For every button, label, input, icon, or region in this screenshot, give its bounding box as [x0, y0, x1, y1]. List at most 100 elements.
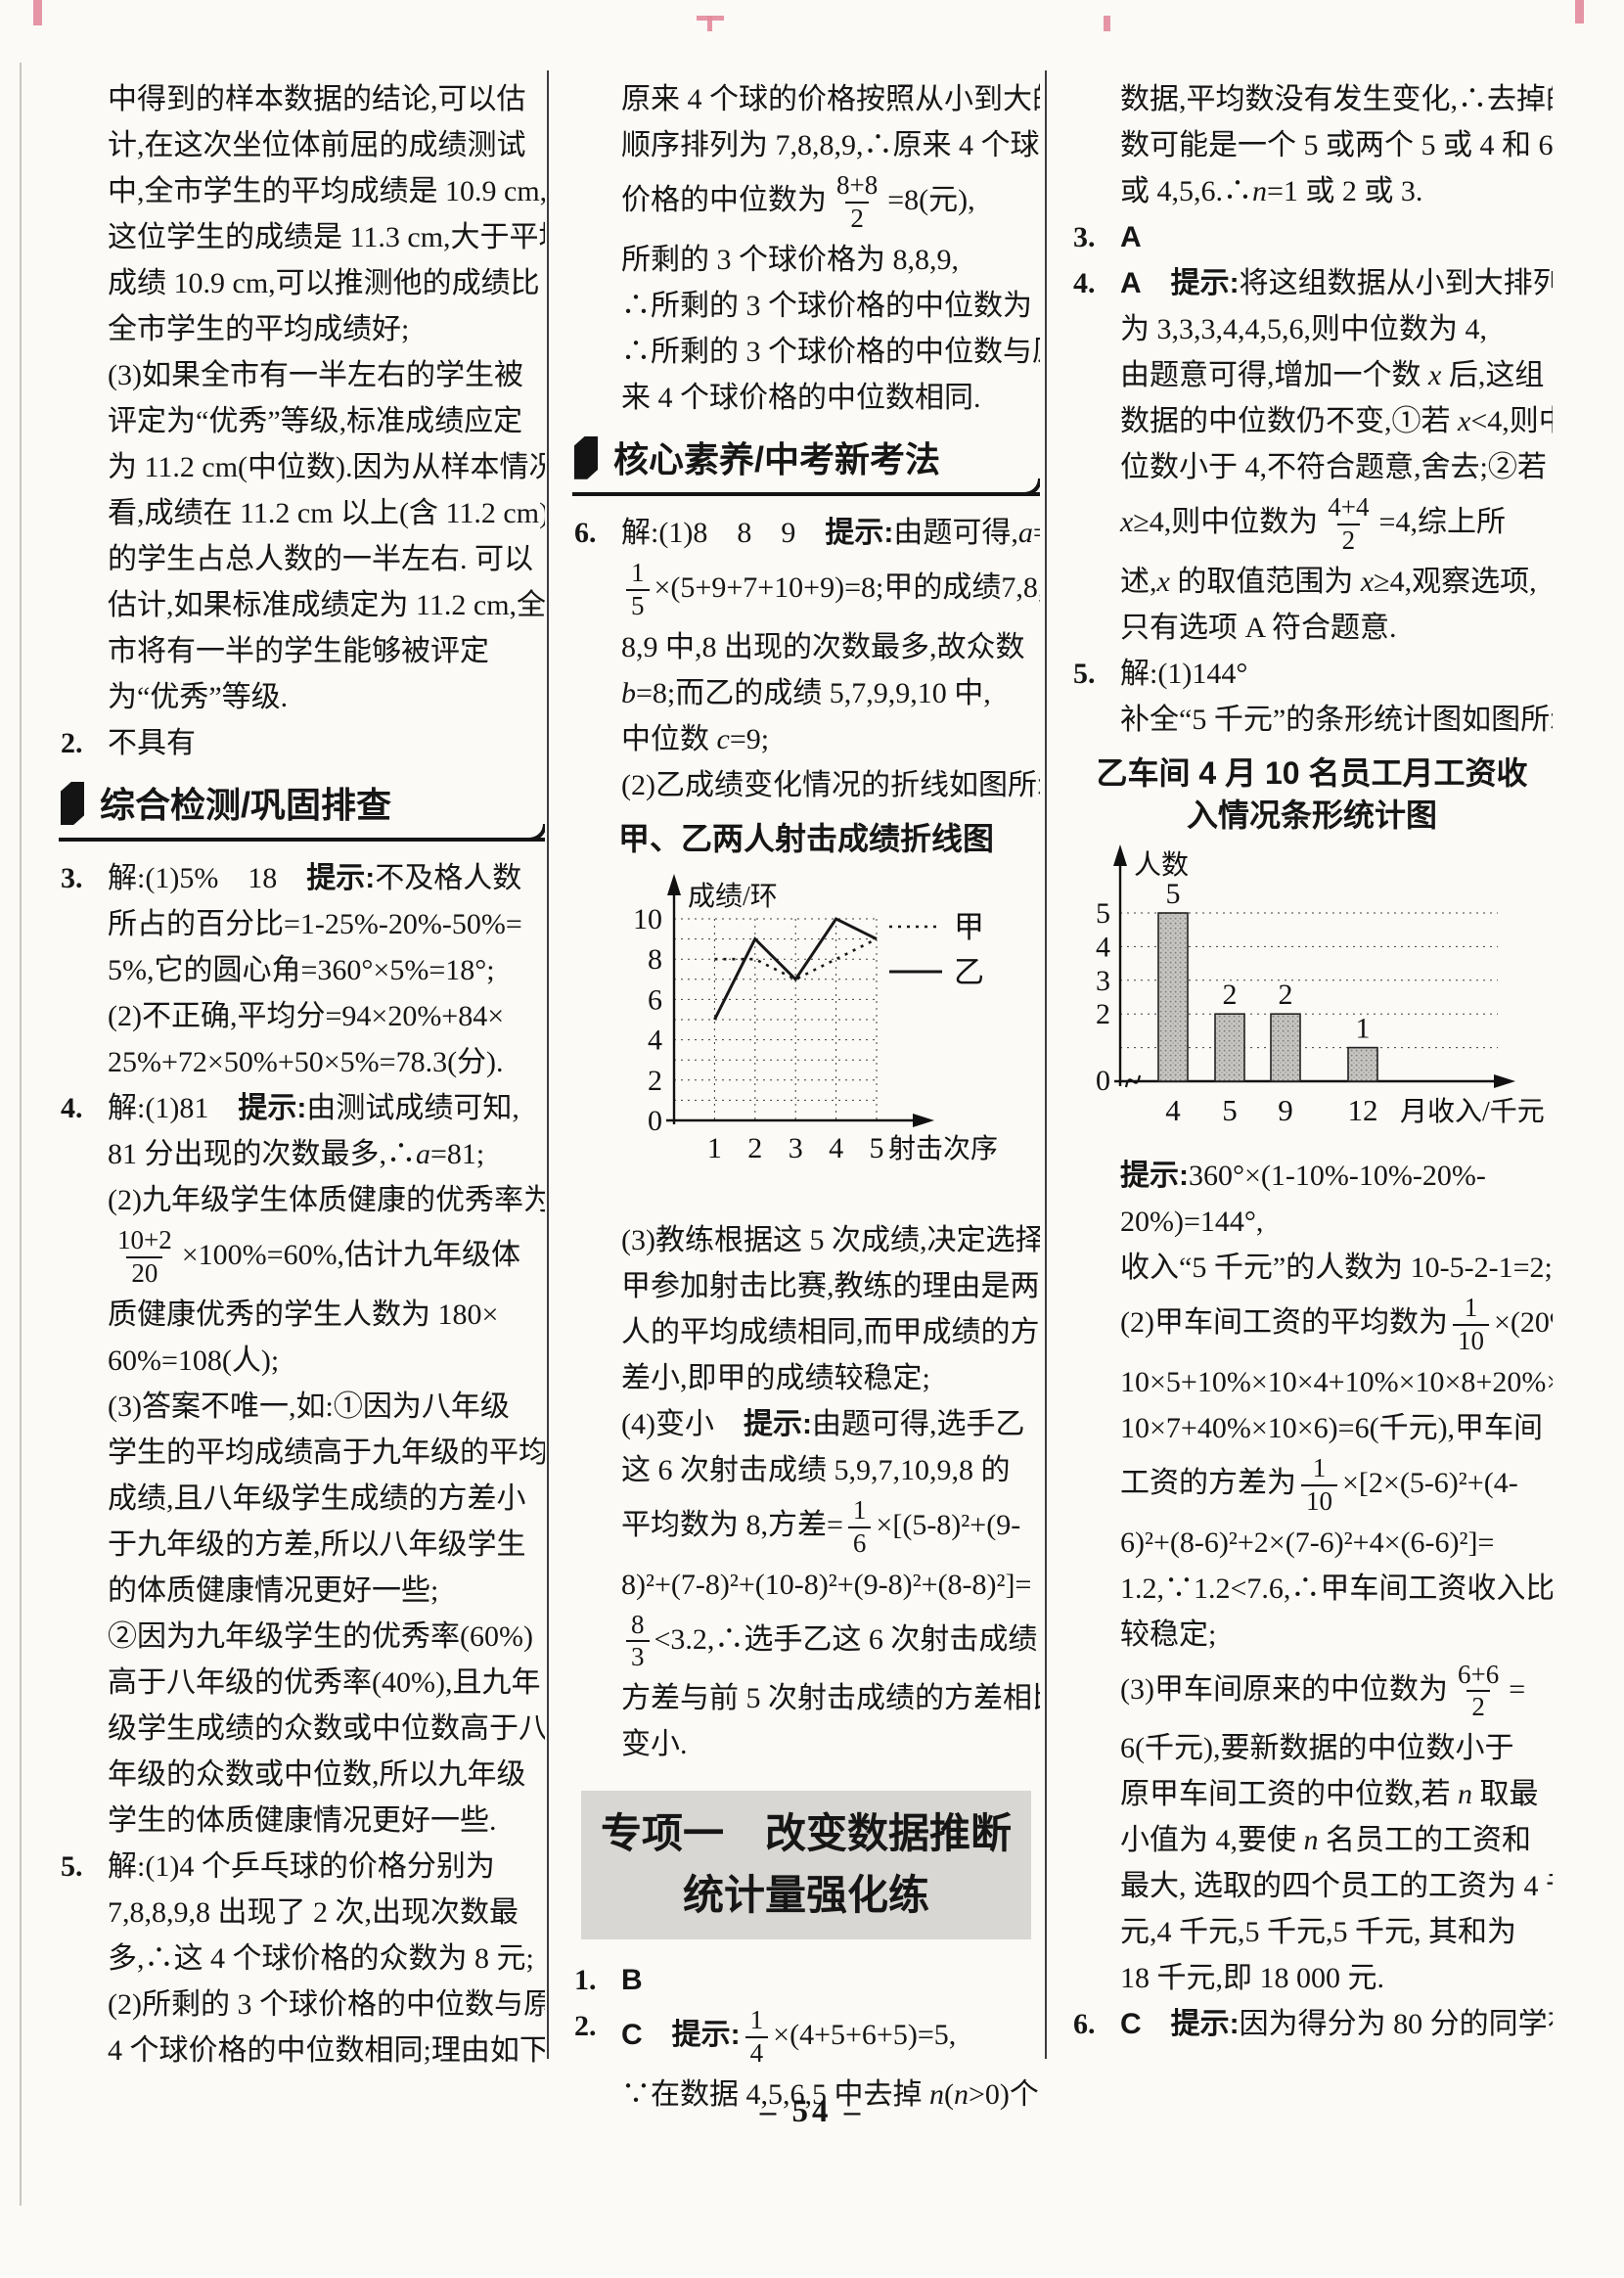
text-line: 10×7+40%×10×6)=6(千元),甲车间 [1120, 1411, 1544, 1444]
text-line: 元,4 千元,5 千元,5 千元, 其和为 [1120, 1916, 1516, 1949]
text-line: 6)²+(8-6)²+2×(7-6)²+4×(6-6)²]= [1120, 1526, 1495, 1559]
text-line: 人的平均成绩相同,而甲成绩的方 [621, 1315, 1040, 1348]
text-line: (4)变小 提示:由题可得,选手乙 [621, 1407, 1025, 1440]
bar-chart: 人数 0 2 3 4 5 5 4 2 5 2 9 1 12 月收入/千元 [1071, 839, 1553, 1151]
fraction: 6+6 2 [1457, 1659, 1500, 1722]
text-line: 这 6 次射击成绩 5,9,7,10,9,8 的 [621, 1453, 1011, 1486]
text-line: 平均数为 8,方差= 1 6 ×[(5-8)²+(9- [621, 1494, 1021, 1560]
svg-text:4: 4 [829, 1132, 843, 1164]
svg-text:甲: 甲 [954, 910, 984, 944]
text-line: 为 3,3,3,4,4,5,6,则中位数为 4, [1120, 313, 1487, 345]
svg-text:0: 0 [1096, 1065, 1110, 1097]
svg-text:人数: 人数 [1134, 849, 1189, 881]
text-line: 质健康优秀的学生人数为 180× [108, 1298, 499, 1331]
text-line: 差小,即甲的成绩较稳定; [621, 1361, 930, 1394]
item-number: 2. [574, 2010, 597, 2043]
text-line: 的学生占总人数的一半左右. 可以 [108, 543, 533, 575]
text-line: 只有选项 A 符合题意. [1120, 611, 1397, 644]
text-line: 评定为“优秀”等级,标准成绩应定 [108, 405, 523, 437]
section-marker-icon [61, 782, 84, 825]
answer-column-2: 原来 4 个球的价格按照从小到大的 顺序排列为 7,8,8,9,∴原来 4 个球价… [572, 76, 1040, 2118]
text-line: 来 4 个球价格的中位数相同. [621, 381, 981, 414]
text-line: ∵在数据 4,5,6,5 中去掉 n(n>0)个 [621, 2077, 1039, 2111]
svg-text:6: 6 [648, 983, 662, 1016]
page-edge-line [20, 63, 22, 2206]
svg-text:5: 5 [1166, 878, 1181, 910]
text-line: (3)如果全市有一半左右的学生被 [108, 359, 523, 391]
text-line: 原甲车间工资的中位数,若 n 取最 [1120, 1778, 1539, 1811]
text-line: 这位学生的成绩是 11.3 cm,大于平均 [108, 221, 545, 253]
text-line: 学生的平均成绩高于九年级的平均 [108, 1435, 545, 1469]
special-topic-banner: 专项一 改变数据推断 统计量强化练 [581, 1791, 1031, 1940]
answer-item-line: 1. B [572, 1957, 1040, 2003]
chart-title: 乙车间 4 月 10 名员工月工资收 入情况条形统计图 [1096, 754, 1528, 833]
fraction: 4+4 2 [1328, 492, 1370, 555]
svg-text:5: 5 [870, 1132, 884, 1164]
svg-text:成绩/环: 成绩/环 [688, 881, 778, 912]
item-number: 3. [61, 862, 83, 895]
answer-item-line: 3. 解:(1)5% 18 提示:不及格人数 [59, 855, 545, 901]
text-line: 级学生成绩的众数或中位数高于八 [108, 1711, 545, 1745]
section-header-title: 综合检测/巩固排查 [100, 785, 392, 825]
text-line: 为 11.2 cm(中位数).因为从样本情况 [108, 451, 545, 483]
text-line: 7,8,8,9,8 出现了 2 次,出现次数最 [108, 1895, 519, 1929]
fraction: 1 10 [1301, 1453, 1337, 1518]
item-number: 3. [1073, 221, 1096, 253]
text-line: 位数小于 4,不符合题意,舍去;②若 [1120, 451, 1547, 483]
svg-text:2: 2 [1223, 979, 1238, 1011]
answer-item-line: 2. C 提示: 1 4 ×(4+5+6+5)=5, [574, 2005, 957, 2069]
answer-column-1: 中得到的样本数据的结论,可以估 计,在这次坐位体前屈的成绩测试 中,全市学生的平均成… [59, 76, 545, 2073]
text-line: 18 千元,即 18 000 元. [1120, 1962, 1384, 1995]
text-line: 于九年级的方差,所以八年级学生 [108, 1527, 526, 1561]
text-line: 变小. [621, 1728, 688, 1761]
text-line: (2)所剩的 3 个球价格的中位数与原来 [108, 1987, 545, 2021]
answer-column-3: 数据,平均数没有发生变化,∴去掉的 数可能是一个 5 或两个 5 或 4 和 6 或… [1071, 76, 1553, 2047]
svg-text:1: 1 [1356, 1013, 1371, 1045]
text-line: 顺序排列为 7,8,8,9,∴原来 4 个球 [621, 129, 1040, 161]
text-line: 中位数 c=9; [621, 722, 770, 755]
svg-text:射击次序: 射击次序 [888, 1133, 998, 1164]
text-line: 1.2,∵1.2<7.6,∴甲车间工资收入比 [1120, 1572, 1553, 1605]
text-line: 为“优秀”等级. [108, 681, 289, 713]
svg-text:3: 3 [1096, 965, 1110, 997]
text-line: 的体质健康情况更好一些; [108, 1573, 439, 1607]
text-line: 8)²+(7-8)²+(10-8)²+(9-8)²+(8-8)²]= [621, 1568, 1032, 1601]
text-line: 4 个球价格的中位数相同;理由如下: [108, 2033, 545, 2067]
text-line: (3)教练根据这 5 次成绩,决定选择 [621, 1223, 1040, 1256]
registration-mark [1104, 16, 1110, 31]
text-line: 60%=108(人); [108, 1344, 280, 1377]
line-chart: 成绩/环 0 2 4 6 8 10 1 2 3 4 5 射击次序甲乙 [598, 864, 1040, 1213]
text-line: (3)答案不唯一,如:①因为八年级 [108, 1390, 510, 1423]
text-line: 价格的中位数为 8+8 2 =8(元), [621, 170, 975, 233]
text-line: 工资的方差为 1 10 ×[2×(5-6)²+(4- [1120, 1452, 1518, 1518]
text-line: 数可能是一个 5 或两个 5 或 4 和 6 [1120, 129, 1553, 161]
page-number: – 54 – [759, 2094, 865, 2129]
answer-item-line: 2. 不具有 [59, 720, 545, 766]
text-line: 20%)=144°, [1120, 1206, 1264, 1239]
text-line: 较稳定; [1120, 1617, 1217, 1651]
svg-text:2: 2 [1279, 979, 1293, 1011]
svg-text:2: 2 [1096, 998, 1110, 1030]
text-line: b=8;而乙的成绩 5,7,9,9,10 中, [621, 676, 991, 709]
text-line: 25%+72×50%+50×5%=78.3(分). [108, 1046, 504, 1079]
svg-text:4: 4 [648, 1024, 662, 1056]
text-line: (2)九年级学生体质健康的优秀率为 [108, 1184, 545, 1217]
text-line: 成绩 10.9 cm,可以推测他的成绩比 [108, 267, 540, 299]
svg-text:2: 2 [747, 1132, 762, 1164]
item-number: 6. [1073, 2008, 1096, 2041]
text-line: 补全“5 千元”的条形统计图如图所示: [1120, 703, 1553, 736]
fraction: 8+8 2 [836, 170, 879, 233]
svg-text:0: 0 [648, 1105, 662, 1137]
answer-item-line: 4. 解:(1)81 提示:由测试成绩可知, [59, 1085, 545, 1131]
text-line: 成绩,且八年级学生成绩的方差小 [108, 1481, 526, 1515]
text-line: (2)乙成绩变化情况的折线如图所示; [621, 768, 1040, 801]
text-line: ②因为九年级学生的优秀率(60%) [108, 1619, 533, 1653]
item-number: 6. [574, 516, 597, 549]
svg-text:5: 5 [1096, 897, 1110, 930]
text-line: (3)甲车间原来的中位数为 6+6 2 = [1120, 1659, 1526, 1722]
svg-text:4: 4 [1096, 931, 1110, 963]
